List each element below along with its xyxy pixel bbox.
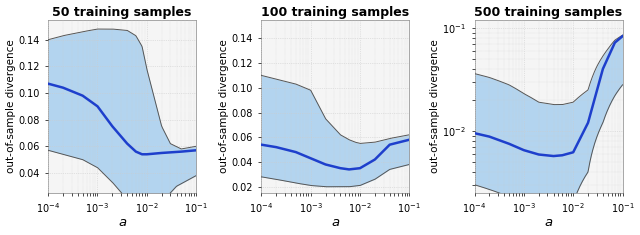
Y-axis label: out-of-sample divergence: out-of-sample divergence (429, 39, 440, 173)
Title: 500 training samples: 500 training samples (474, 6, 623, 19)
X-axis label: $a$: $a$ (331, 216, 340, 229)
Title: 50 training samples: 50 training samples (52, 6, 192, 19)
Y-axis label: out-of-sample divergence: out-of-sample divergence (6, 39, 15, 173)
X-axis label: $a$: $a$ (544, 216, 553, 229)
X-axis label: $a$: $a$ (118, 216, 127, 229)
Y-axis label: out-of-sample divergence: out-of-sample divergence (219, 39, 228, 173)
Title: 100 training samples: 100 training samples (261, 6, 410, 19)
